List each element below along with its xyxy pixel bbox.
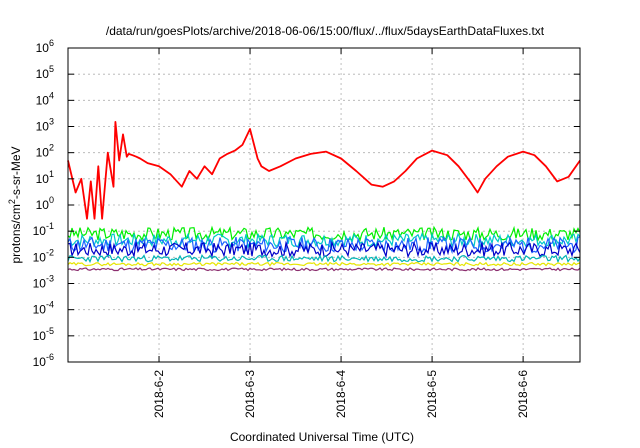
x-tick-label: 2018-6-5 [425, 370, 439, 418]
x-axis-title: Coordinated Universal Time (UTC) [230, 430, 414, 444]
x-tick-label: 2018-6-2 [152, 370, 166, 418]
y-axis: 10-6 10-5 10-4 10-3 10-2 10-1 100 101 102 103 104 1… [33, 38, 580, 369]
y-tick-label: 10-1 [33, 221, 54, 238]
y-tick-label: 103 [36, 117, 54, 134]
grid-lines [68, 48, 580, 362]
y-tick-label: 10-2 [33, 247, 54, 264]
x-axis: 2018-6-2 2018-6-3 2018-6-4 2018-6-5 2018-6-6 [152, 48, 530, 418]
chart-title: /data/run/goesPlots/archive/2018-06-06/1… [106, 24, 545, 38]
flux-series-line [67, 231, 581, 249]
y-tick-label: 105 [36, 64, 54, 81]
flux-series-line [67, 253, 581, 264]
y-tick-label: 101 [36, 169, 54, 186]
flux-series-line [67, 267, 581, 272]
y-tick-label: 104 [36, 90, 54, 107]
y-tick-label: 10-4 [33, 300, 54, 317]
flux-series-line [67, 261, 581, 267]
x-tick-label: 2018-6-6 [516, 370, 530, 418]
y-tick-label: 106 [36, 38, 54, 55]
high-energy-flux-line [67, 121, 581, 220]
y-tick-label: 102 [36, 143, 54, 160]
flux-series-line [67, 236, 580, 255]
data-series [67, 121, 581, 272]
y-tick-label: 10-3 [33, 274, 54, 291]
x-tick-label: 2018-6-4 [334, 370, 348, 418]
y-tick-label: 10-6 [33, 352, 54, 369]
y-axis-title: protons/cm2-s-sr-MeV [7, 146, 23, 263]
y-tick-label: 100 [36, 195, 54, 212]
x-tick-label: 2018-6-3 [243, 370, 257, 418]
y-tick-label: 10-5 [33, 326, 54, 343]
